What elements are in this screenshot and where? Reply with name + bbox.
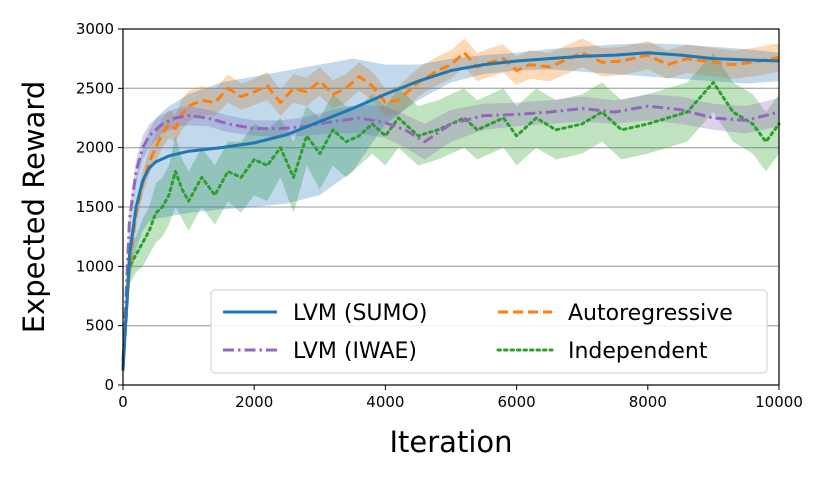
y-tick-label-5: 2500	[76, 79, 114, 97]
band-lvm-iwae	[123, 94, 779, 368]
x-tick-label-0: 0	[118, 393, 128, 411]
y-tick-label-1: 500	[85, 317, 114, 335]
y-tick-label-6: 3000	[76, 20, 114, 38]
legend: LVM (SUMO) Autoregressive LVM (IWAE) Indepe…	[210, 289, 768, 374]
band-lvm-sumo	[123, 43, 779, 376]
line-autoregressive	[121, 51, 780, 368]
confidence-bands	[123, 38, 779, 376]
y-tick-label-3: 1500	[76, 198, 114, 216]
series-lines	[121, 51, 781, 371]
legend-box	[210, 289, 768, 374]
legend-label-autoregressive: Autoregressive	[568, 301, 733, 326]
y-tick-label-2: 1000	[76, 257, 114, 275]
line-independent	[121, 80, 781, 363]
band-autoregressive	[123, 38, 779, 374]
x-tick-label-4: 8000	[629, 393, 667, 411]
x-tick-label-2: 4000	[366, 393, 404, 411]
x-tick-label-3: 6000	[498, 393, 536, 411]
axis-ticks: 0 2000 4000 6000 8000 10000 0 500 1000 1500 2000 25…	[76, 20, 803, 411]
line-lvm-sumo	[121, 51, 780, 371]
legend-label-independent: Independent	[568, 339, 708, 364]
band-independent	[123, 52, 779, 368]
legend-label-lvm-sumo: LVM (SUMO)	[293, 301, 427, 326]
line-lvm-iwae	[121, 104, 780, 362]
x-tick-label-1: 2000	[235, 393, 273, 411]
legend-label-lvm-iwae: LVM (IWAE)	[293, 339, 417, 364]
y-tick-label-4: 2000	[76, 139, 114, 157]
x-tick-label-5: 10000	[755, 393, 803, 411]
y-tick-label-0: 0	[104, 376, 114, 394]
x-axis-title: Iteration	[389, 425, 512, 459]
y-axis-title: Expected Reward	[17, 81, 51, 334]
